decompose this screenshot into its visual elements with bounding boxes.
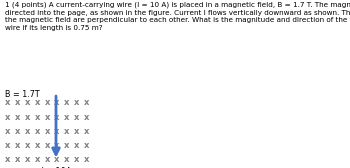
Text: x: x — [84, 141, 89, 150]
Text: x: x — [35, 141, 40, 150]
Text: x: x — [64, 155, 69, 164]
Text: x: x — [5, 155, 10, 164]
Text: x: x — [15, 98, 20, 107]
Text: x: x — [74, 98, 79, 107]
Text: x: x — [74, 113, 79, 122]
Text: x: x — [25, 113, 30, 122]
Text: x: x — [25, 127, 30, 136]
Text: x: x — [54, 155, 60, 164]
Text: I = 10A: I = 10A — [41, 167, 71, 168]
Text: x: x — [35, 98, 40, 107]
Text: x: x — [5, 127, 10, 136]
Text: x: x — [84, 113, 89, 122]
Text: x: x — [44, 98, 50, 107]
Text: x: x — [15, 155, 20, 164]
Text: x: x — [35, 155, 40, 164]
Text: x: x — [25, 155, 30, 164]
Text: x: x — [15, 113, 20, 122]
Text: x: x — [44, 127, 50, 136]
Text: x: x — [35, 113, 40, 122]
Text: x: x — [5, 98, 10, 107]
Text: x: x — [64, 127, 69, 136]
Text: x: x — [5, 141, 10, 150]
Text: x: x — [64, 98, 69, 107]
Text: x: x — [74, 141, 79, 150]
Text: x: x — [54, 113, 60, 122]
Text: x: x — [15, 127, 20, 136]
Text: B = 1.7T: B = 1.7T — [5, 90, 40, 99]
Text: x: x — [74, 155, 79, 164]
Text: x: x — [74, 127, 79, 136]
Text: x: x — [35, 127, 40, 136]
Text: x: x — [5, 113, 10, 122]
Text: x: x — [64, 113, 69, 122]
Text: x: x — [44, 141, 50, 150]
Text: x: x — [84, 155, 89, 164]
Text: x: x — [44, 155, 50, 164]
Text: x: x — [54, 141, 60, 150]
Text: x: x — [15, 141, 20, 150]
Text: x: x — [64, 141, 69, 150]
Text: x: x — [54, 98, 60, 107]
Text: 1 (4 points) A current-carrying wire (I = 10 A) is placed in a magnetic field, B: 1 (4 points) A current-carrying wire (I … — [5, 2, 350, 31]
Text: x: x — [84, 127, 89, 136]
Text: x: x — [25, 141, 30, 150]
Text: x: x — [84, 98, 89, 107]
Text: x: x — [25, 98, 30, 107]
Text: x: x — [44, 113, 50, 122]
Text: x: x — [54, 127, 60, 136]
